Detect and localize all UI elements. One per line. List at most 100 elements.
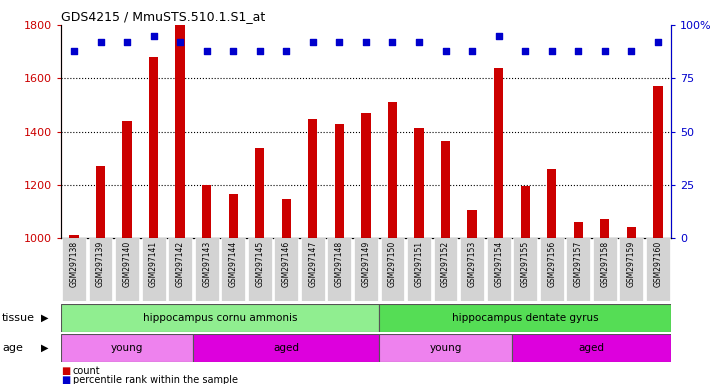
Point (387, 39, 398, 45)
Point (333, 39, 345, 45)
Bar (221, 238, 245, 301)
Point (573, 48, 584, 54)
Bar (521, 186, 530, 238)
Bar (115, 238, 139, 301)
Text: GSM297138: GSM297138 (69, 241, 79, 287)
Text: GSM297151: GSM297151 (415, 241, 423, 287)
Text: GSM297156: GSM297156 (547, 241, 556, 288)
Point (307, 39, 318, 45)
Text: ■: ■ (61, 375, 70, 384)
Bar (96, 166, 105, 238)
Text: young: young (429, 343, 462, 353)
Point (228, 48, 239, 54)
Bar (494, 68, 503, 238)
Bar (61, 304, 379, 332)
Text: tissue: tissue (2, 313, 35, 323)
Bar (169, 238, 192, 301)
Point (440, 48, 451, 54)
Point (652, 39, 663, 45)
Bar (89, 238, 112, 301)
Text: GSM297158: GSM297158 (600, 241, 609, 287)
Text: ▶: ▶ (41, 313, 48, 323)
Point (95, 39, 106, 45)
Bar (328, 238, 351, 301)
Bar (255, 147, 264, 238)
Bar (566, 238, 590, 301)
Bar (281, 199, 291, 238)
Bar (460, 238, 484, 301)
Text: ■: ■ (61, 366, 70, 376)
Text: count: count (73, 366, 101, 376)
Bar (600, 218, 610, 238)
Point (466, 48, 478, 54)
Bar (627, 227, 636, 238)
Bar (361, 113, 371, 238)
Point (546, 48, 558, 54)
Bar (593, 238, 617, 301)
Bar (487, 238, 511, 301)
Text: aged: aged (273, 343, 299, 353)
Bar (388, 102, 397, 238)
Bar (414, 127, 423, 238)
Point (69, 48, 80, 54)
Text: age: age (2, 343, 23, 353)
Bar (301, 238, 325, 301)
Bar (202, 185, 211, 238)
Bar (620, 238, 643, 301)
Bar (513, 238, 537, 301)
Bar (62, 238, 86, 301)
Bar (407, 238, 431, 301)
Point (493, 33, 504, 39)
Text: GSM297139: GSM297139 (96, 241, 105, 288)
Bar (354, 238, 378, 301)
Text: GDS4215 / MmuSTS.510.1.S1_at: GDS4215 / MmuSTS.510.1.S1_at (61, 10, 265, 23)
Text: GSM297145: GSM297145 (256, 241, 264, 288)
Point (148, 33, 159, 39)
Text: GSM297146: GSM297146 (282, 241, 291, 288)
Text: ▶: ▶ (41, 343, 48, 353)
Text: GSM297149: GSM297149 (361, 241, 371, 288)
Bar (228, 194, 238, 238)
Bar (433, 238, 458, 301)
Bar (308, 119, 318, 238)
Point (254, 48, 266, 54)
Text: GSM297141: GSM297141 (149, 241, 158, 287)
Bar (248, 238, 272, 301)
Text: GSM297153: GSM297153 (468, 241, 476, 288)
Bar (547, 169, 556, 238)
Bar (441, 141, 451, 238)
Bar (141, 238, 166, 301)
Bar (149, 57, 159, 238)
Point (413, 39, 425, 45)
Point (360, 39, 371, 45)
Point (520, 48, 531, 54)
Point (281, 48, 292, 54)
Bar (61, 334, 193, 362)
Bar (69, 235, 79, 238)
Bar (468, 210, 477, 238)
Text: GSM297140: GSM297140 (123, 241, 131, 288)
Text: young: young (111, 343, 144, 353)
Point (599, 48, 610, 54)
Text: GSM297152: GSM297152 (441, 241, 450, 287)
Text: GSM297143: GSM297143 (202, 241, 211, 288)
Text: GSM297150: GSM297150 (388, 241, 397, 288)
Bar (573, 222, 583, 238)
Text: GSM297155: GSM297155 (521, 241, 530, 288)
Text: GSM297159: GSM297159 (627, 241, 636, 288)
Text: GSM297147: GSM297147 (308, 241, 317, 288)
Text: GSM297157: GSM297157 (574, 241, 583, 288)
Bar (653, 86, 663, 238)
Bar (335, 124, 344, 238)
Bar (512, 334, 671, 362)
Text: GSM297160: GSM297160 (653, 241, 663, 288)
Bar (274, 238, 298, 301)
Point (121, 39, 133, 45)
Bar (195, 238, 218, 301)
Text: GSM297142: GSM297142 (176, 241, 185, 287)
Text: GSM297144: GSM297144 (228, 241, 238, 288)
Bar (379, 304, 671, 332)
Text: percentile rank within the sample: percentile rank within the sample (73, 375, 238, 384)
Bar (540, 238, 563, 301)
Bar (176, 25, 185, 238)
